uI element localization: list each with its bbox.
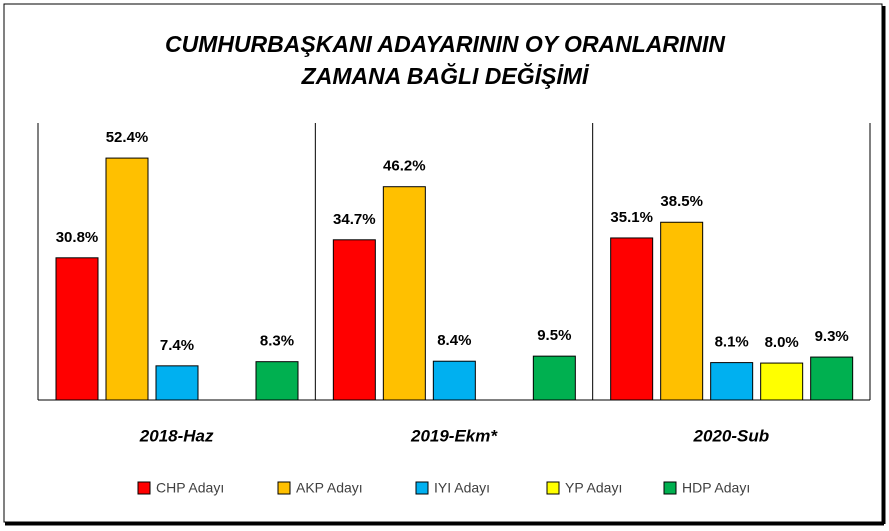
bar: [660, 221, 704, 401]
bar: [155, 365, 199, 401]
bar: [382, 186, 426, 401]
value-label: 38.5%: [660, 193, 703, 210]
bar: [255, 361, 299, 401]
legend-label: CHP Adayı: [156, 480, 224, 496]
legend-swatch: [546, 481, 560, 495]
value-label: 8.3%: [260, 333, 294, 350]
bar: [332, 239, 376, 401]
legend-swatch: [137, 481, 151, 495]
bar: [760, 362, 804, 401]
value-label: 30.8%: [56, 229, 99, 246]
bar: [532, 355, 576, 401]
value-label: 8.0%: [765, 334, 799, 351]
bar: [610, 237, 654, 401]
legend-label: AKP Adayı: [296, 480, 363, 496]
legend-swatch: [663, 481, 677, 495]
chart-title: ZAMANA BAĞLI DEĞİŞİMİ: [301, 62, 590, 89]
legend-swatch: [277, 481, 291, 495]
value-label: 46.2%: [383, 158, 426, 175]
legend-swatch: [415, 481, 429, 495]
value-label: 52.4%: [106, 129, 149, 146]
value-label: 8.1%: [715, 334, 749, 351]
legend-label: YP Adayı: [565, 480, 622, 496]
value-label: 35.1%: [610, 209, 653, 226]
bar: [432, 360, 476, 401]
x-tick-label: 2019-Ekm*: [410, 426, 498, 445]
chart-frame: [3, 3, 883, 523]
chart-title: CUMHURBAŞKANI ADAYARININ OY ORANLARININ: [165, 31, 725, 57]
value-label: 9.5%: [537, 327, 571, 344]
bar: [55, 257, 99, 401]
value-label: 7.4%: [160, 337, 194, 354]
bar: [710, 362, 754, 401]
bar: [105, 157, 149, 401]
x-tick-label: 2020-Sub: [693, 426, 770, 445]
legend-label: IYI Adayı: [434, 480, 490, 496]
x-tick-label: 2018-Haz: [139, 426, 214, 445]
legend-label: HDP Adayı: [682, 480, 750, 496]
value-label: 34.7%: [333, 211, 376, 228]
value-label: 9.3%: [815, 328, 849, 345]
value-label: 8.4%: [437, 332, 471, 349]
bar: [810, 356, 854, 401]
